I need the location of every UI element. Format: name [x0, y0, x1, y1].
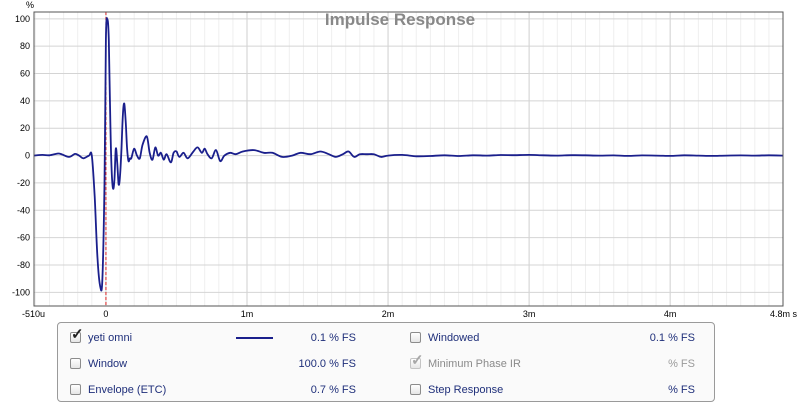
- legend-label: Minimum Phase IR: [428, 358, 521, 370]
- legend-label: Envelope (ETC): [88, 384, 167, 396]
- window-checkbox[interactable]: [70, 358, 81, 369]
- windowed-checkbox[interactable]: [410, 332, 421, 343]
- legend-row-minimum-phase-ir: ✓ Minimum Phase IR % FS: [408, 353, 698, 374]
- legend-row-window[interactable]: Window 100.0 % FS: [68, 354, 368, 374]
- legend-value: 0.7 % FS: [310, 384, 356, 396]
- checkmark-icon: ✓: [411, 352, 424, 369]
- y-tick-label: -40: [17, 205, 30, 215]
- x-tick-label: -510u: [22, 309, 45, 319]
- legend-label: yeti omni: [88, 332, 133, 344]
- y-tick-label: 100: [15, 14, 30, 24]
- step-response-checkbox[interactable]: [410, 384, 421, 395]
- axis-ticks: -510u 0 1m 2m 3m 4m 4.8m s 100 80 60 40 20 0 -20 -40 -6…: [12, 14, 798, 319]
- x-tick-label: 4.8m s: [770, 309, 798, 319]
- y-tick-label: 60: [20, 69, 30, 79]
- checkmark-icon: ✓: [71, 326, 84, 343]
- x-tick-label: 2m: [382, 309, 395, 319]
- x-tick-label: 4m: [664, 309, 677, 319]
- y-tick-label: -20: [17, 178, 30, 188]
- yeti-omni-checkbox[interactable]: ✓: [70, 327, 84, 343]
- legend-value: 0.1 % FS: [310, 332, 356, 344]
- legend-panel: ✓ yeti omni 0.1 % FS Window 100.0 % FS E…: [57, 322, 715, 402]
- x-tick-label: 3m: [523, 309, 536, 319]
- y-axis-unit-label: %: [26, 0, 34, 10]
- y-tick-label: 80: [20, 41, 30, 51]
- y-tick-label: -100: [12, 287, 30, 297]
- series-line-yeti-omni: [33, 17, 784, 292]
- impulse-response-plot[interactable]: -510u 0 1m 2m 3m 4m 4.8m s 100 80 60 40 20 0 -20 -40 -6…: [0, 0, 800, 320]
- legend-value: % FS: [668, 358, 695, 370]
- legend-value: % FS: [668, 384, 695, 396]
- plot-title: Impulse Response: [325, 10, 475, 29]
- legend-label: Window: [88, 358, 128, 370]
- series-layer: [33, 17, 784, 292]
- legend-row-step-response[interactable]: Step Response % FS: [408, 380, 698, 400]
- minimum-phase-ir-checkbox: ✓: [410, 353, 424, 369]
- y-tick-label: 20: [20, 123, 30, 133]
- y-tick-label: -60: [17, 233, 30, 243]
- y-tick-label: 40: [20, 96, 30, 106]
- legend-label: Step Response: [428, 384, 504, 396]
- series-color-swatch: [236, 337, 273, 339]
- legend-row-envelope-etc[interactable]: Envelope (ETC) 0.7 % FS: [68, 380, 368, 400]
- y-tick-label: 0: [25, 151, 30, 161]
- legend-row-yeti-omni[interactable]: ✓ yeti omni 0.1 % FS: [68, 327, 368, 348]
- legend-value: 100.0 % FS: [298, 358, 356, 370]
- plot-grid: [34, 12, 783, 306]
- legend-value: 0.1 % FS: [649, 332, 695, 344]
- plot-border: [33, 11, 784, 307]
- x-tick-label: 0: [103, 309, 108, 319]
- y-tick-label: -80: [17, 260, 30, 270]
- envelope-etc-checkbox[interactable]: [70, 384, 81, 395]
- x-tick-label: 1m: [241, 309, 254, 319]
- legend-row-windowed[interactable]: Windowed 0.1 % FS: [408, 328, 698, 348]
- legend-label: Windowed: [428, 332, 480, 344]
